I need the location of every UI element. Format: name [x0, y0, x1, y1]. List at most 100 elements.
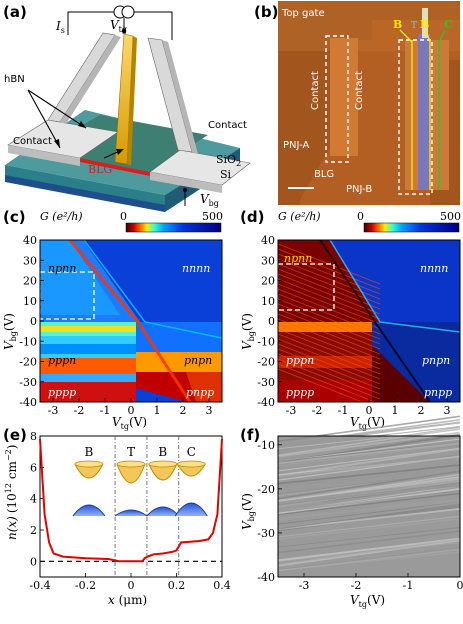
x-tick-label: 3: [444, 404, 451, 417]
fringe: [278, 283, 381, 325]
x-tick-label: -3: [286, 404, 297, 417]
vbg-label: Vbg: [200, 192, 219, 208]
valence-band-icon: [146, 506, 180, 517]
y-tick-label: 40: [261, 234, 275, 247]
valence-band-icon: [114, 509, 148, 517]
noise-streak: [277, 431, 461, 458]
noise-streak: [277, 501, 461, 525]
conduction-band-icon: [148, 463, 178, 481]
fringe: [278, 323, 381, 365]
x-tick-label: -2: [74, 404, 85, 417]
panel-b: (b) Top gate Contact Contact PNJ-A PNJ-B…: [254, 1, 460, 205]
fringe: [278, 353, 381, 395]
segment-label: B: [158, 445, 167, 459]
is-label: Is: [55, 19, 65, 35]
blg-label: BLG: [88, 163, 112, 176]
colorbar-min-d: 0: [357, 210, 364, 223]
panel-e: (e) -0.4 -0.2 0 0.2 0.4 8 6 4 2 0 B T B C x (μm) n(x…: [3, 426, 231, 607]
colorbar-max-c: 500: [202, 210, 223, 223]
noise-streak: [277, 529, 461, 550]
noise-streak: [277, 444, 461, 467]
x-tick-label: 2: [180, 404, 187, 417]
wire-right: [134, 11, 173, 40]
band-rim: [148, 460, 178, 468]
fringe: [278, 318, 381, 360]
noise-streak: [277, 442, 461, 465]
ticks-f: -3 -2 -1 0-10-20-30-40: [257, 439, 463, 592]
region-nnnn-d: nnnn: [420, 262, 448, 275]
colorbar-d: [363, 222, 460, 233]
region-pppp-c: pppp: [48, 386, 76, 399]
noise-texture: [277, 415, 461, 572]
noise-streak: [277, 527, 461, 548]
mark-B1: B: [393, 18, 402, 31]
segment-label: T: [127, 445, 135, 459]
band-rim: [116, 460, 146, 468]
noise-streak: [277, 466, 461, 488]
gate-strip: [418, 34, 430, 190]
bg-terminal: [182, 187, 188, 193]
xlabel-e: x (μm): [108, 593, 147, 607]
fringe: [278, 253, 381, 295]
y-tick-label: -30: [257, 527, 275, 540]
top-gate-label: Top gate: [281, 8, 325, 19]
segment-label: B: [84, 445, 93, 459]
noise-streak: [277, 501, 461, 529]
si-layer: [5, 175, 165, 212]
y-tick-label: -10: [257, 335, 275, 348]
xlabel-c: Vtg(V): [112, 415, 147, 431]
contact-right-arm-side: [162, 40, 198, 154]
region-pppn-d: pppn: [286, 354, 314, 367]
colorbar-label-c: G (e²/h): [40, 210, 83, 223]
band-rim: [74, 460, 104, 468]
current-source-icon-2: [121, 5, 135, 19]
mark-C: C: [444, 18, 453, 31]
hbn-arrow-2: [27, 89, 87, 129]
noise-streak: [277, 515, 461, 538]
contact-label-1: Contact: [310, 71, 321, 110]
y-tick-label: -40: [257, 396, 275, 409]
x-tick-label: -3: [299, 579, 310, 592]
y-tick-label: 20: [261, 275, 275, 288]
contact-left-arm-side: [60, 35, 121, 124]
y-tick-label: -40: [257, 571, 275, 584]
x-tick-label: -0.4: [29, 579, 50, 592]
arrow-head: [54, 139, 60, 148]
fringe: [278, 308, 381, 350]
noise-streak: [277, 428, 461, 456]
x-tick-label: 0: [128, 579, 135, 592]
noise-streak: [277, 425, 461, 448]
x-tick-label: -2: [351, 579, 362, 592]
ylabel-d: Vbg(V): [240, 313, 256, 350]
contact-left-front: [8, 145, 80, 166]
sio2-label: SiO2: [216, 153, 241, 168]
mark-T: T: [411, 21, 417, 31]
y-tick-label: 0: [30, 315, 37, 328]
y-tick-label: 6: [30, 461, 37, 474]
y-tick-label: -30: [257, 376, 275, 389]
x-tick-label: 2: [418, 404, 425, 417]
arrow-C: [438, 29, 446, 43]
noise-streak: [277, 447, 461, 477]
panel-label-c: (c): [3, 208, 26, 226]
region-pnpp-d: pnpp: [424, 386, 452, 399]
noise-streak: [277, 464, 461, 485]
panel-label-b: (b): [254, 3, 278, 21]
gate-lead: [422, 8, 428, 38]
arrow-head: [78, 121, 86, 128]
fringe: [278, 263, 381, 305]
colorbar-label-d: G (e²/h): [278, 210, 321, 223]
noise-streak: [277, 498, 461, 520]
band-rim: [176, 460, 206, 468]
y-tick-label: 10: [23, 295, 37, 308]
noise-streak: [277, 421, 461, 447]
y-tick-label: -40: [19, 396, 37, 409]
noise-streak: [277, 426, 461, 456]
fringe: [278, 348, 381, 390]
fringe: [278, 258, 381, 300]
fringe: [278, 293, 381, 335]
fringe: [278, 288, 381, 330]
y-tick-label: -20: [257, 483, 275, 496]
